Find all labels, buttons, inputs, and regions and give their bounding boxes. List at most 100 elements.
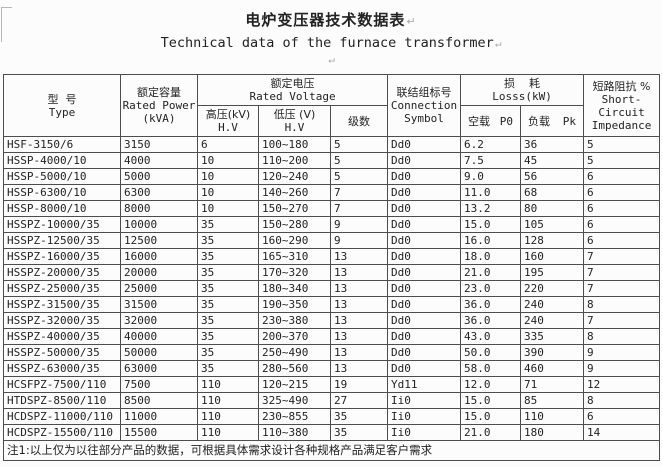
header-p0-symbol: P0 [499,114,514,128]
table-cell: 165~310 [258,248,331,265]
page-title-en: Technical data of the furnace transforme… [0,34,662,53]
table-row: HCSFPZ-7500/110 7500 110 120~215 19 Yd11 12.0 7… [3,376,661,393]
table-cell: Dd0 [387,264,462,281]
table-cell: 13 [329,328,389,345]
header-rated-voltage-en: Rated Voltage [249,90,336,103]
table-row: HSSPZ-20000/35 20000 35 170~320 13 Dd0 21.0 195… [3,264,661,281]
table-cell: 10 [197,200,259,217]
footnote-row: 注1:以上仅为以往部分产品的数据，可根据具体需求设计各种规格产品满足客户需求 [2,440,661,461]
table-body: HSF-3150/6 3150 6 100~180 5 Dd0 6.2 36 5 HSSP-400… [3,136,661,441]
table-cell: HSSPZ-20000/35 [3,264,121,281]
table-cell: Dd0 [387,312,462,329]
table-cell: 5 [583,136,661,153]
table-cell: 15.0 [460,392,522,409]
table-cell: 15.0 [460,216,522,233]
table-cell: 150~280 [258,216,331,233]
table-cell: 7 [583,264,661,281]
table-cell: HSSPZ-12500/35 [3,232,121,249]
table-cell: Dd0 [387,216,462,233]
header-connection: 联结组标号 Connection Symbol [387,74,462,137]
table-row: HSSPZ-63000/35 63000 35 280~560 13 Dd0 58.0 460… [3,360,661,377]
table-cell: Dd0 [387,296,462,313]
page-title-en-text: Technical data of the furnace transforme… [160,35,494,51]
table-cell: 35 [329,424,389,441]
header-impedance-en2: Circuit [598,105,645,119]
table-cell: HTDSPZ-8500/110 [3,392,121,409]
header-steps: 级数 [329,105,389,137]
table-cell: HSSP-6300/10 [3,184,121,201]
table-cell: 240 [520,312,585,329]
table-cell: 13 [329,280,389,297]
header-loss-zh: 损 耗 [504,77,541,90]
table-cell: 19 [329,376,389,393]
table-cell: 23.0 [460,280,522,297]
table-cell: Dd0 [387,136,462,153]
table-cell: Yd11 [387,376,462,393]
text-boundary-corner-mark [1,7,12,42]
table-cell: 16000 [120,248,198,265]
table-cell: 8 [583,392,661,409]
header-impedance: 短路阻抗 % Short- Circuit Impedance [583,74,661,137]
header-rated-power-zh: 额定容量 [137,86,181,99]
table-row: HSSP-6300/10 6300 10 140~260 7 Dd0 11.0 68 6 [3,184,661,201]
table-cell: 43.0 [460,328,522,345]
table-cell: HSSPZ-16000/35 [3,248,121,265]
table-cell: 110~380 [258,424,331,441]
table-row: HSSPZ-32000/35 32000 35 230~380 13 Dd0 36.0 240… [3,312,661,329]
table-cell: 9 [583,344,661,361]
table-row: HSSP-5000/10 5000 10 120~240 5 Dd0 9.0 56 6 [3,168,661,185]
table-cell: 230~380 [258,312,331,329]
table-cell: 5 [329,152,389,169]
table-cell: 8500 [120,392,198,409]
table-cell: 35 [329,408,389,425]
header-pk-symbol: Pk [562,114,577,128]
table-cell: 110 [197,392,259,409]
table-cell: HSSPZ-40000/35 [3,328,121,345]
table-cell: 9.0 [460,168,522,185]
table-cell: 110 [197,424,259,441]
table-cell: 10 [197,184,259,201]
table-cell: 160~290 [258,232,331,249]
page-title-zh-text: 电炉变压器技术数据表 [245,11,406,29]
table-cell: Dd0 [387,152,462,169]
table-cell: 58.0 [460,360,522,377]
table-cell: 110 [520,408,585,425]
table-cell: 5 [329,168,389,185]
table-cell: 35 [197,312,259,329]
table-cell: 170~320 [258,264,331,281]
table-cell: 6 [583,200,661,217]
table-cell: 35 [197,296,259,313]
table-cell: Dd0 [387,184,462,201]
table-cell: Dd0 [387,280,462,297]
table-cell: 35 [197,344,259,361]
table-cell: 15.0 [460,408,522,425]
table-cell: Ii0 [387,408,462,425]
header-impedance-en1: Short- [601,92,642,106]
table-row: HSSP-4000/10 4000 10 110~200 5 Dd0 7.5 45 5 [3,152,661,169]
header-hv-en: H.V [218,121,238,134]
table-cell: 32000 [120,312,198,329]
table-cell: HSSPZ-25000/35 [3,280,121,297]
table-cell: HSSPZ-10000/35 [3,216,121,233]
table-cell: 160 [520,248,585,265]
table-cell: Dd0 [387,344,462,361]
header-impedance-zh: 短路阻抗 % [592,79,651,93]
header-lv-en: H.V [284,121,305,134]
table-cell: 10000 [120,216,198,233]
table-cell: 12.0 [460,376,522,393]
table-cell: 35 [197,232,259,249]
table-cell: HSSPZ-32000/35 [3,312,121,329]
footnote-text: 注1:以上仅为以往部分产品的数据，可根据具体需求设计各种规格产品满足客户需求 [2,440,661,461]
transformer-data-table: 型 号 Type 额定容量 Rated Power (kVA) 额定电压 Rated V… [2,74,661,461]
header-type-zh: 型 号 [47,92,77,106]
table-cell: 13 [329,248,389,265]
table-cell: 6 [583,168,661,185]
table-cell: 5 [583,152,661,169]
header-lv: 低压 (V) H.V [258,105,331,137]
table-cell: 71 [520,376,585,393]
header-rated-voltage-zh: 额定电压 [270,77,315,90]
table-cell: 460 [520,360,585,377]
table-row: HSSPZ-40000/35 40000 35 200~370 13 Dd0 43.0 335… [3,328,661,345]
table-cell: HCSFPZ-7500/110 [3,376,121,393]
table-cell: 35 [197,280,259,297]
